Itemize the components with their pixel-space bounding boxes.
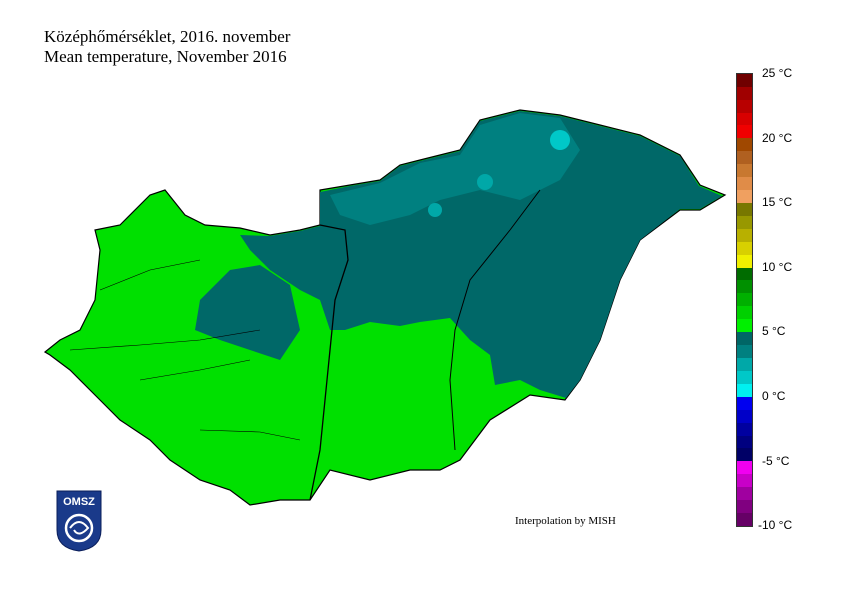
legend-color-bin [737, 215, 752, 229]
legend-color-bin [737, 448, 752, 462]
legend-color-bin [737, 370, 752, 384]
legend-color-bin [737, 151, 752, 165]
color-legend [736, 73, 753, 527]
legend-color-bin [737, 383, 752, 397]
legend-color-bin [737, 409, 752, 423]
legend-tick: -5 °C [762, 454, 790, 468]
legend-color-bin [737, 435, 752, 449]
legend-tick: 25 °C [762, 66, 793, 80]
title-hungarian: Középhőmérséklet, 2016. november [44, 27, 291, 46]
interpolation-credit: Interpolation by MISH [515, 515, 616, 527]
legend-color-bin [737, 500, 752, 514]
legend-color-bin [737, 241, 752, 255]
legend-color-bin [737, 112, 752, 126]
legend-color-bin [737, 164, 752, 178]
legend-color-bin [737, 138, 752, 152]
legend-color-bin [737, 202, 752, 216]
cold-spot-borzsony [428, 203, 442, 217]
cool-region-north-east [240, 111, 722, 398]
legend-color-bin [737, 177, 752, 191]
region-borders [69, 259, 301, 441]
legend-color-bin [737, 86, 752, 100]
legend-tick: 15 °C [762, 195, 793, 209]
legend-color-bin [737, 267, 752, 281]
legend-color-bin [737, 99, 752, 113]
legend-color-bin [737, 358, 752, 371]
legend-color-bin [737, 345, 752, 359]
legend-color-bin [737, 319, 752, 333]
legend-tick: 20 °C [762, 131, 793, 145]
cool-region-north-mid [330, 113, 580, 225]
legend-tick: 0 °C [762, 389, 786, 403]
legend-color-bin [737, 396, 752, 410]
cold-spot-matra [477, 174, 493, 190]
legend-color-bin [737, 293, 752, 307]
legend-tick: 5 °C [762, 324, 786, 338]
legend-color-bin [737, 190, 752, 203]
legend-color-bin [737, 474, 752, 488]
legend-color-bin [737, 422, 752, 436]
legend-color-bin [737, 487, 752, 501]
legend-color-bin [737, 513, 752, 526]
legend-color-bin [737, 306, 752, 320]
legend-color-bin [737, 73, 752, 87]
svg-text:OMSZ: OMSZ [63, 496, 95, 508]
cold-spot-zemplen [550, 130, 570, 150]
legend-color-bin [737, 461, 752, 475]
legend-color-bin [737, 228, 752, 242]
omsz-logo: OMSZ [56, 490, 102, 552]
legend-color-bin [737, 125, 752, 139]
legend-tick: -10 °C [758, 518, 793, 532]
legend-color-bin [737, 254, 752, 268]
legend-color-bin [737, 280, 752, 294]
tisza-river [449, 189, 541, 451]
danube-river [309, 224, 349, 501]
title-english: Mean temperature, November 2016 [44, 47, 287, 66]
legend-tick: 10 °C [762, 260, 793, 274]
legend-color-bin [737, 332, 752, 346]
